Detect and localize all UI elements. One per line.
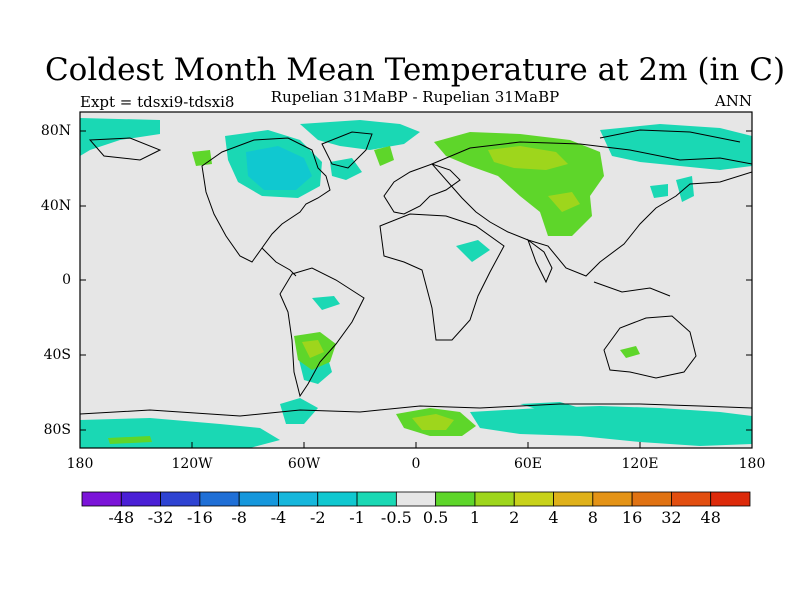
coast-arctic-islands: [88, 137, 162, 161]
lon-label-60w: 60W: [287, 456, 321, 472]
anomaly-cool-greenland: [330, 158, 362, 180]
lat-label-80n: 80N: [40, 123, 71, 139]
colorbar-swatch: [81, 491, 122, 507]
colorbar-swatch: [710, 491, 751, 507]
colorbar-swatch: [592, 491, 633, 507]
colorbar-label: -48: [108, 508, 135, 527]
season-label: ANN: [714, 92, 752, 110]
colorbar-label: -4: [270, 508, 287, 527]
coast-australia: [603, 315, 697, 379]
colorbar-swatch: [317, 491, 358, 507]
colorbar-swatch: [671, 491, 712, 507]
anomaly-cool-north-america-core: [246, 146, 312, 190]
colorbar-swatch: [631, 491, 672, 507]
colorbar-label: 32: [661, 508, 682, 527]
experiment-label: Expt = tdsxi9-tdsxi8: [80, 93, 235, 111]
anomaly-cool-antarctic-east: [470, 406, 752, 446]
colorbar-label: -1: [349, 508, 365, 527]
coast-africa: [379, 213, 505, 341]
anomaly-warm-south-pacific: [108, 436, 152, 444]
coast-north-america: [201, 137, 331, 263]
coast-indonesia: [593, 281, 671, 297]
coast-central-america: [261, 247, 297, 277]
colorbar-label: 1: [469, 508, 481, 527]
lon-label-60e: 60E: [513, 456, 543, 472]
colorbar-swatch: [199, 491, 240, 507]
colorbar-label: 0.5: [422, 508, 449, 527]
colorbar-swatch: [435, 491, 476, 507]
coast-greenland: [321, 131, 373, 169]
colorbar-swatch: [160, 491, 201, 507]
anomaly-cool-africa-east: [456, 240, 490, 262]
coast-south-america: [279, 267, 365, 398]
colorbar-label: 48: [700, 508, 721, 527]
coastlines: [80, 129, 752, 417]
colorbar-swatch: [513, 491, 554, 507]
coast-antarctica: [80, 403, 752, 417]
colorbar-swatch: [278, 491, 319, 507]
anomaly-cool-arctic-atlantic: [300, 120, 420, 150]
lat-label-80s: 80S: [43, 422, 71, 438]
coast-eurasia: [431, 141, 752, 277]
colorbar-label: -2: [309, 508, 326, 527]
lat-label-40s: 40S: [43, 347, 71, 363]
map-title: Coldest Month Mean Temperature at 2m (in…: [44, 52, 786, 88]
lon-label-120e: 120E: [621, 456, 659, 472]
colorbar: [81, 491, 751, 507]
colorbar-label: 4: [548, 508, 559, 527]
anomaly-cool-brazil: [312, 296, 340, 310]
colorbar-swatch: [395, 491, 437, 507]
anomaly-cool-arctic-north: [80, 118, 160, 156]
lon-label-120w: 120W: [171, 456, 213, 472]
axis-ticks: [79, 130, 753, 448]
anomaly-cool-east-asia: [676, 176, 694, 202]
coast-india: [526, 238, 553, 284]
colorbar-label: 8: [587, 508, 598, 527]
coast-arctic-east: [599, 129, 741, 143]
anomaly-warm-australia: [620, 346, 640, 358]
anomaly-cool-pacific-east: [650, 184, 668, 198]
map-background: [80, 112, 752, 448]
anomaly-cool-antarctic-peninsula: [280, 398, 318, 424]
map-subtitle: Rupelian 31MaBP - Rupelian 31MaBP: [270, 88, 560, 106]
colorbar-label: -8: [231, 508, 247, 527]
lat-label-40n: 40N: [40, 198, 71, 214]
lon-label-180e: 180: [738, 456, 766, 472]
lon-label-0: 0: [411, 456, 421, 472]
colorbar-label: 2: [509, 508, 520, 527]
colorbar-label: 16: [621, 508, 643, 527]
coast-europe: [383, 163, 461, 215]
lat-label-0: 0: [62, 272, 71, 288]
anomaly-warm-antarctica-core: [412, 414, 454, 430]
colorbar-swatch: [356, 491, 397, 507]
colorbar-label: -32: [147, 508, 174, 527]
colorbar-label: -0.5: [380, 508, 412, 527]
colorbar-label: -16: [186, 508, 213, 527]
anomaly-fields: [80, 118, 752, 448]
colorbar-swatch: [120, 491, 161, 507]
colorbar-swatch: [474, 491, 515, 507]
anomaly-warm-asia-south: [548, 192, 580, 212]
anomaly-warm-asia-core: [488, 146, 568, 170]
lon-label-180w: 180: [66, 456, 94, 472]
colorbar-swatch: [238, 491, 279, 507]
anomaly-warm-scandinavia: [374, 146, 394, 166]
anomaly-warm-south-america-core: [302, 340, 324, 358]
colorbar-swatch: [553, 491, 594, 507]
